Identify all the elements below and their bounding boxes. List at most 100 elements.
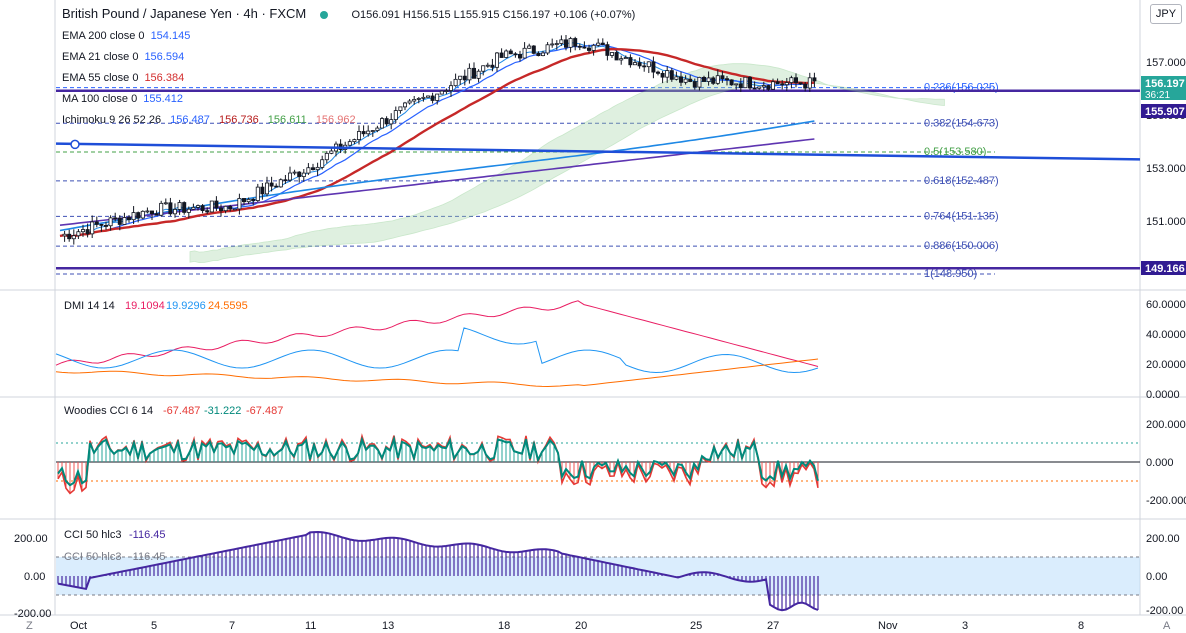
candle-body [375, 127, 380, 131]
candle-body [241, 198, 246, 203]
candle-body [794, 77, 799, 84]
candle-body [513, 53, 518, 56]
candle-body [752, 87, 757, 90]
dmi-adx: 24.5595 [208, 300, 248, 312]
woodies-cci-line [57, 433, 819, 495]
candle-body [352, 139, 357, 143]
price-tick: 151.000 [1146, 216, 1186, 228]
level-value-lower: 149.166 [1145, 263, 1185, 275]
candle-body [692, 81, 697, 88]
candle-body [269, 182, 274, 187]
candle-body [471, 67, 476, 79]
candle-body [702, 76, 707, 82]
legend-ema200[interactable]: EMA 200 close 0 154.145 [62, 30, 191, 42]
candle-body [656, 71, 661, 74]
candle-body [637, 62, 642, 67]
candle-body [522, 47, 527, 59]
candle-body [421, 96, 426, 99]
candle-body [182, 202, 187, 213]
candle-body [462, 75, 467, 81]
dmi-plus-line [55, 300, 819, 367]
candle-body [494, 52, 499, 68]
candle-body [177, 202, 182, 210]
time-tick: 3 [962, 620, 968, 632]
candle-body [416, 98, 421, 100]
candle-body [541, 52, 546, 57]
candle-body [568, 38, 573, 48]
legend-ma100[interactable]: MA 100 close 0 155.412 [62, 93, 183, 105]
cci-tick-left: 0.00 [24, 571, 45, 583]
candle-body [287, 172, 292, 181]
candle-body [117, 217, 122, 225]
candle-body [67, 233, 72, 240]
woodies-value: -31.222 [204, 405, 241, 417]
currency-selector[interactable]: JPY [1150, 4, 1182, 24]
candle-body [301, 172, 306, 177]
woodies-cci [56, 433, 1140, 495]
candle-body [430, 95, 435, 101]
symbol-title[interactable]: British Pound / Japanese Yen · 4h · FXCM [62, 6, 307, 21]
candle-body [605, 44, 610, 56]
legend-ema21[interactable]: EMA 21 close 0 156.594 [62, 51, 185, 63]
last-price: 156.197 [1145, 78, 1185, 90]
price-tick: 153.000 [1146, 163, 1186, 175]
candle-body [425, 95, 430, 98]
candle-body [784, 82, 789, 86]
woodies-tick: 0.000 [1146, 457, 1174, 469]
fib-label: 0.764(151.135) [924, 210, 999, 222]
candle-body [564, 39, 569, 48]
axis-settings-icon[interactable]: A [1163, 620, 1171, 632]
candle-body [136, 212, 141, 219]
candle-body [228, 205, 233, 210]
candle-body [610, 52, 615, 56]
candle-body [398, 106, 403, 111]
fib-label: 0.618(152.487) [924, 175, 999, 187]
candle-body [743, 76, 748, 89]
candle-body [646, 61, 651, 68]
candle-body [324, 152, 329, 161]
candle-body [448, 85, 453, 91]
woodies-value: -67.487 [163, 405, 200, 417]
time-tick: 18 [498, 620, 510, 632]
candle-body [697, 76, 702, 88]
candle-body [688, 78, 693, 82]
candle-body [803, 83, 808, 89]
cci-value: -116.45 [129, 529, 166, 541]
dmi-minus: 19.9296 [166, 300, 206, 312]
candle-body [591, 44, 596, 51]
fib-label: 0.5(153.580) [924, 146, 986, 158]
candle-body [154, 213, 159, 216]
zoom-icon[interactable]: Z [26, 620, 33, 632]
candle-body [218, 207, 223, 212]
candle-body [628, 57, 633, 66]
candle-body [554, 43, 559, 45]
fib-retracement[interactable]: 0.236(156.025)0.382(154.673)0.5(153.580)… [56, 82, 1140, 280]
candle-body [412, 99, 417, 102]
cci-line [57, 530, 819, 612]
candle-body [94, 221, 99, 225]
dmi-label: DMI 14 14 [64, 300, 115, 312]
candle-body [642, 65, 647, 68]
legend-ema55[interactable]: EMA 55 close 0 156.384 [62, 72, 185, 84]
candle-body [205, 210, 210, 213]
candle-body [223, 205, 228, 212]
trendlines[interactable] [55, 139, 1141, 161]
candle-body [172, 209, 177, 215]
candle-body [623, 57, 628, 60]
candle-body [356, 131, 361, 140]
candle-body [149, 210, 154, 215]
fib-label: 0.886(150.006) [924, 240, 999, 252]
candle-body [278, 179, 283, 188]
candle-body [476, 70, 481, 79]
cci-label: CCI 50 hlc3 [64, 529, 121, 541]
candle-body [85, 229, 90, 235]
candle-body [679, 76, 684, 83]
candle-body [573, 38, 578, 47]
candle-body [140, 210, 145, 219]
candle-body [168, 202, 173, 215]
dmi-tick: 60.0000 [1146, 299, 1186, 311]
last-price-tag [1141, 76, 1186, 100]
time-tick: 11 [305, 620, 316, 632]
candle-body [587, 47, 592, 51]
